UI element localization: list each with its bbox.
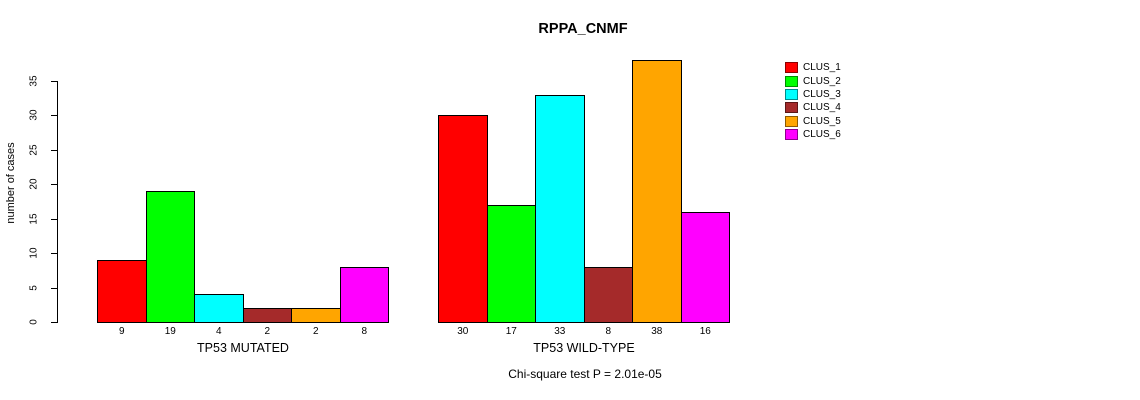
bar-value-label: 16: [699, 326, 711, 337]
legend-label: CLUS_6: [803, 129, 841, 141]
bar-value-label: 8: [605, 326, 612, 337]
bar-value-label: 17: [505, 326, 517, 337]
bar-value-label: 4: [215, 326, 222, 337]
legend-label: CLUS_5: [803, 115, 841, 127]
bar-clus_5-tp53-mutated: [291, 308, 341, 323]
legend-swatch-clus_6: [785, 129, 798, 141]
bar-value-label: 19: [164, 326, 176, 337]
group-label-tp53-wild-type: TP53 WILD-TYPE: [533, 341, 635, 355]
legend-swatch-clus_4: [785, 102, 798, 114]
y-tick-mark: [51, 81, 57, 82]
bar-clus_3-tp53-wild-type: [535, 94, 585, 323]
chi-square-annotation: Chi-square test P = 2.01e-05: [508, 367, 662, 381]
y-axis-line: [57, 81, 58, 323]
y-tick-mark: [51, 149, 57, 151]
legend-swatch-clus_3: [785, 88, 798, 100]
y-tick-mark: [51, 115, 57, 117]
y-tick-label: 35: [28, 75, 40, 87]
bar-value-label: 2: [312, 326, 319, 337]
y-tick-label: 30: [28, 109, 40, 121]
legend-item-clus_2: CLUS_2: [785, 74, 841, 87]
y-tick-mark: [51, 287, 57, 289]
y-tick-mark: [51, 322, 57, 323]
bar-clus_2-tp53-mutated: [145, 191, 195, 323]
bar-value-label: 9: [118, 326, 125, 337]
group-label-tp53-mutated: TP53 MUTATED: [197, 341, 289, 355]
y-tick-label: 15: [28, 213, 40, 225]
legend-swatch-clus_1: [785, 62, 798, 74]
bar-clus_1-tp53-wild-type: [438, 115, 488, 323]
legend: CLUS_1 CLUS_2 CLUS_3 CLUS_4 CLUS_5 CLUS_6: [785, 61, 841, 141]
y-tick-label: 5: [28, 284, 40, 291]
y-tick-mark: [51, 253, 57, 255]
bar-value-label: 8: [361, 326, 368, 337]
bar-clus_2-tp53-wild-type: [486, 204, 536, 323]
legend-item-clus_5: CLUS_5: [785, 115, 841, 128]
bar-clus_4-tp53-wild-type: [583, 266, 633, 323]
bar-clus_6-tp53-wild-type: [680, 211, 730, 323]
legend-label: CLUS_3: [803, 88, 841, 100]
legend-label: CLUS_2: [803, 75, 841, 87]
bar-value-label: 38: [651, 326, 663, 337]
legend-label: CLUS_1: [803, 62, 841, 74]
y-tick-label: 0: [28, 319, 40, 325]
bar-value-label: 30: [457, 326, 469, 337]
bar-clus_6-tp53-mutated: [339, 266, 389, 323]
y-tick-label: 20: [28, 178, 40, 190]
bar-clus_4-tp53-mutated: [242, 308, 292, 323]
chart-title: RPPA_CNMF: [538, 21, 628, 37]
legend-swatch-clus_5: [785, 115, 798, 127]
legend-item-clus_1: CLUS_1: [785, 61, 841, 74]
legend-label: CLUS_4: [803, 102, 841, 114]
bar-value-label: 33: [554, 326, 566, 337]
y-axis-label: number of cases: [5, 142, 17, 224]
legend-swatch-clus_2: [785, 75, 798, 87]
bar-clus_3-tp53-mutated: [194, 294, 244, 323]
legend-item-clus_6: CLUS_6: [785, 128, 841, 141]
bar-value-label: 2: [264, 326, 271, 337]
y-tick-mark: [51, 218, 57, 220]
y-tick-label: 25: [28, 144, 40, 156]
y-tick-label: 10: [28, 247, 40, 259]
bar-clus_5-tp53-wild-type: [632, 60, 682, 323]
legend-item-clus_3: CLUS_3: [785, 88, 841, 101]
bar-clus_1-tp53-mutated: [97, 260, 147, 323]
legend-item-clus_4: CLUS_4: [785, 101, 841, 114]
y-tick-mark: [51, 184, 57, 186]
